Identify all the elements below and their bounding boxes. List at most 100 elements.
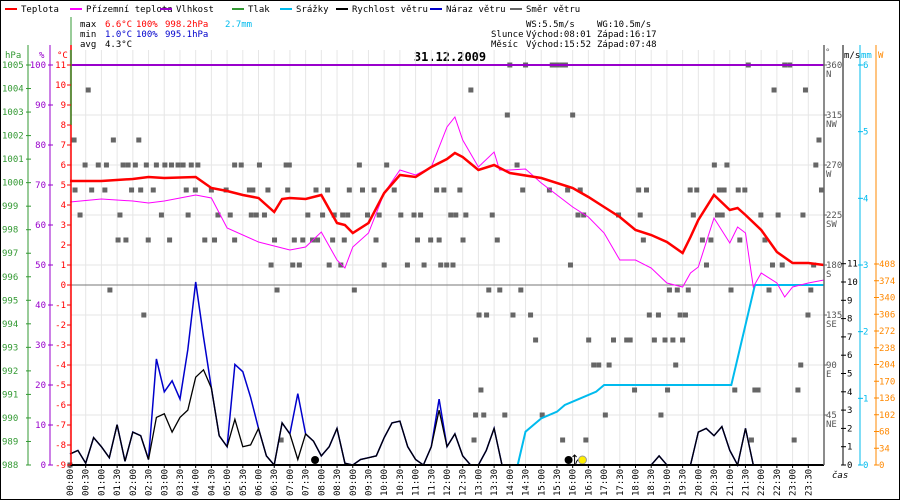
rise-arrow-icon [572,454,577,465]
wind-direction-point [742,187,748,193]
wind-direction-point [504,112,510,118]
wind-direction-point [808,287,814,293]
wind-direction-point [539,412,545,418]
wind-direction-point [687,187,693,193]
x-tick-label: 22:00 [757,469,767,496]
wind-direction-point [632,387,638,393]
wind-direction-point [694,187,700,193]
wind-direction-point [376,212,382,218]
wind-direction-point [816,137,822,143]
wind-direction-point [180,162,186,168]
wind-direction-point [441,187,447,193]
radiation-tick-label: 170 [879,377,895,387]
wind-direction-point [680,337,686,343]
wind-direction-point [120,162,126,168]
legend-item: Srážky [296,5,329,15]
wind-direction-point [755,387,761,393]
wind-direction-point [227,212,233,218]
temperature-tick-label: 3 [61,221,66,231]
wind-direction-point [586,337,592,343]
temperature-tick-label: 8 [61,121,66,131]
wind-direction-point [791,437,797,443]
wind-direction-point [398,212,404,218]
wind-direction-point [518,287,524,293]
temperature-tick-label: 7 [61,141,66,151]
sun-icon [577,455,587,465]
humidity-tick-label: 100 [30,61,46,71]
wind-direction-point [89,187,95,193]
wind-direction-point [345,212,351,218]
wind-direction-point [283,162,289,168]
direction-tick-label: 135 [826,311,842,321]
wind-direction-point [514,162,520,168]
temperature-tick-label: 11 [55,61,66,71]
rain-tick-label: 6 [863,61,868,71]
apparent-temperature-line [69,115,825,298]
wind-direction-point [699,237,705,243]
x-tick-label: 06:30 [270,469,280,496]
pressure-unit: hPa [5,51,21,61]
wind-direction-point [735,187,741,193]
humidity-tick-label: 50 [35,261,46,271]
wind-direction-point [246,187,252,193]
stats-max-temp: 6.6°C [105,20,132,30]
wind-tick-label: 10 [847,278,858,288]
x-tick-label: 02:00 [129,469,139,496]
wind-direction-point [665,387,671,393]
moon-icon [311,456,320,464]
x-tick-label: 15:30 [553,469,563,496]
radiation-tick-label: 34 [879,444,890,454]
wind-direction-point [497,287,503,293]
stats-max-label: max [80,20,97,30]
direction-unit: ° [825,48,830,58]
radiation-tick-label: 306 [879,310,895,320]
wind-direction-point [546,187,552,193]
wind-direction-point [414,237,420,243]
temperature-tick-label: -5 [55,381,66,391]
stats-min-label: min [80,30,96,40]
legend-swatch [336,8,348,10]
direction-compass-label: SW [826,220,837,230]
pressure-tick-label: 992 [2,367,18,377]
wind-direction-point [82,162,88,168]
direction-compass-label: NE [826,420,837,430]
pressure-tick-label: 1001 [2,155,24,165]
wind-direction-point [602,412,608,418]
wind-direction-point [291,237,297,243]
wind-direction-point [658,412,664,418]
wind-tick-label: 6 [847,351,852,361]
wind-direction-point [463,212,469,218]
wind-direction-point [183,187,189,193]
wind-direction-point [185,212,191,218]
x-tick-label: 16:00 [569,469,579,496]
rain-tick-label: 1 [863,394,868,404]
temperature-tick-label: 2 [61,241,66,251]
wind-direction-point [581,212,587,218]
sun-label: Slunce [491,30,524,40]
wind-direction-point [346,187,352,193]
wind-direction-point [704,262,710,268]
wind-direction-point [724,162,730,168]
x-tick-label: 04:30 [207,469,217,496]
wind-tick-label: 4 [847,388,852,398]
x-tick-label: 04:00 [192,469,202,496]
wind-tick-label: 9 [847,296,852,306]
wind-direction-point [384,162,390,168]
wind-direction-point [690,212,696,218]
x-tick-label: 00:00 [66,469,76,496]
wind-direction-point [457,187,463,193]
wind-direction-point [162,162,168,168]
x-tick-label: 11:00 [412,469,422,496]
wind-tick-label: 7 [847,333,852,343]
wind-direction-point [341,237,347,243]
radiation-tick-label: 204 [879,361,895,371]
x-tick-label: 12:00 [443,469,453,496]
x-tick-label: 05:00 [223,469,233,496]
wind-direction-point [208,187,214,193]
wind-direction-point [795,387,801,393]
wind-direction-point [674,287,680,293]
wind-direction-point [107,287,113,293]
wind-direction-point [300,237,306,243]
humidity-tick-label: 40 [35,301,46,311]
